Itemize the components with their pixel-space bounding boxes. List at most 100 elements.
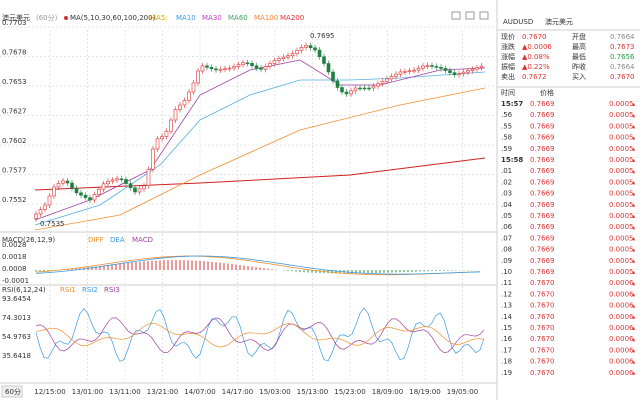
label: 0.7669	[530, 134, 555, 142]
label: 0.7669	[530, 122, 555, 130]
label: 14/17:00	[222, 388, 253, 396]
label: .12	[501, 290, 512, 298]
label: 0.7670	[530, 290, 555, 298]
label: 0.7669	[530, 257, 555, 265]
label: 澳元美元	[2, 13, 30, 22]
candle	[349, 90, 353, 95]
label: RSI(6,12,24)	[2, 286, 46, 294]
label: 0.0006	[609, 346, 634, 354]
label: 0.7669	[530, 268, 555, 276]
label: 0.7703	[2, 19, 27, 27]
label: 35.6418	[2, 352, 31, 360]
label: .01	[501, 167, 512, 175]
label: 0.0005	[609, 212, 634, 220]
label: 0.7669	[530, 212, 555, 220]
dot	[64, 16, 68, 20]
candle	[133, 187, 137, 193]
label: 0.7672	[522, 73, 547, 81]
label: 0.0006	[609, 313, 634, 321]
indicator-line	[34, 59, 486, 221]
indicator-line	[34, 71, 486, 226]
candle	[254, 65, 259, 69]
candle	[398, 71, 403, 75]
candle	[389, 76, 394, 80]
candle	[218, 68, 223, 71]
candle	[263, 66, 268, 70]
label: .03	[501, 190, 512, 198]
candle	[200, 65, 205, 72]
up-arrow	[632, 248, 635, 252]
up-arrow	[632, 102, 635, 106]
label: 0.7656	[610, 53, 635, 61]
label: 0.0005	[609, 100, 634, 108]
candle	[182, 100, 187, 106]
label: 0.0006	[609, 358, 634, 366]
candle	[38, 209, 43, 215]
candle	[101, 183, 106, 190]
candle	[290, 53, 295, 56]
label: 60分	[5, 387, 21, 396]
up-arrow	[632, 326, 635, 330]
candle	[439, 67, 443, 69]
up-arrow	[632, 214, 635, 218]
period-button[interactable]	[1, 385, 23, 398]
candle	[65, 180, 70, 184]
up-arrow	[632, 348, 635, 353]
candle	[178, 104, 182, 110]
candle	[322, 56, 326, 64]
label: MA200	[280, 14, 304, 22]
candle	[97, 188, 101, 195]
label: 0.7670	[530, 324, 555, 332]
icon[interactable]	[465, 11, 475, 20]
label: AUDUSD	[503, 18, 533, 26]
label: 0.0006	[609, 290, 634, 298]
label: 0.0005	[609, 167, 634, 175]
label: .04	[501, 201, 513, 209]
candle	[214, 68, 218, 71]
label: .19	[501, 369, 512, 377]
label: 0.7669	[530, 223, 555, 231]
up-arrow	[632, 371, 635, 375]
label: 0.7670	[530, 346, 555, 354]
label: 0.7669	[530, 100, 555, 108]
label: .13	[501, 302, 512, 310]
label: 0.0005	[609, 111, 634, 119]
candle	[155, 138, 160, 150]
candle	[421, 65, 425, 69]
label: MACD	[132, 236, 153, 244]
label: 0.0028	[2, 241, 27, 249]
toolbar-icons[interactable]	[451, 11, 489, 20]
label: 13/21:00	[147, 388, 178, 396]
label: 0.0006	[609, 279, 634, 287]
label: 涨跌	[501, 42, 515, 51]
candle	[326, 63, 331, 73]
label: 开盘	[572, 32, 586, 41]
candle	[475, 67, 479, 70]
candle	[110, 179, 115, 182]
label: 振幅	[501, 62, 515, 71]
label: .10	[501, 268, 512, 276]
label: 0.0005	[609, 257, 634, 265]
label: 0.0008	[2, 265, 27, 273]
label: MA(5,10,30,60,100,200)	[70, 14, 156, 22]
candle	[313, 47, 317, 51]
up-arrow	[632, 147, 635, 151]
candle	[241, 62, 245, 65]
candle	[448, 70, 452, 73]
candle	[160, 136, 164, 140]
label: .15	[501, 324, 512, 332]
icon[interactable]	[479, 11, 489, 20]
label: 0.7602	[2, 137, 27, 145]
candle	[83, 194, 88, 198]
label: 0.7669	[530, 201, 555, 209]
label: 0.7670	[530, 335, 555, 343]
candle	[461, 71, 466, 74]
indicator-line	[35, 255, 481, 276]
candle	[335, 80, 340, 88]
label: .06	[501, 223, 513, 231]
candle	[344, 91, 349, 95]
indicator-line	[35, 322, 485, 348]
candle	[232, 66, 236, 69]
icon[interactable]	[451, 11, 461, 20]
